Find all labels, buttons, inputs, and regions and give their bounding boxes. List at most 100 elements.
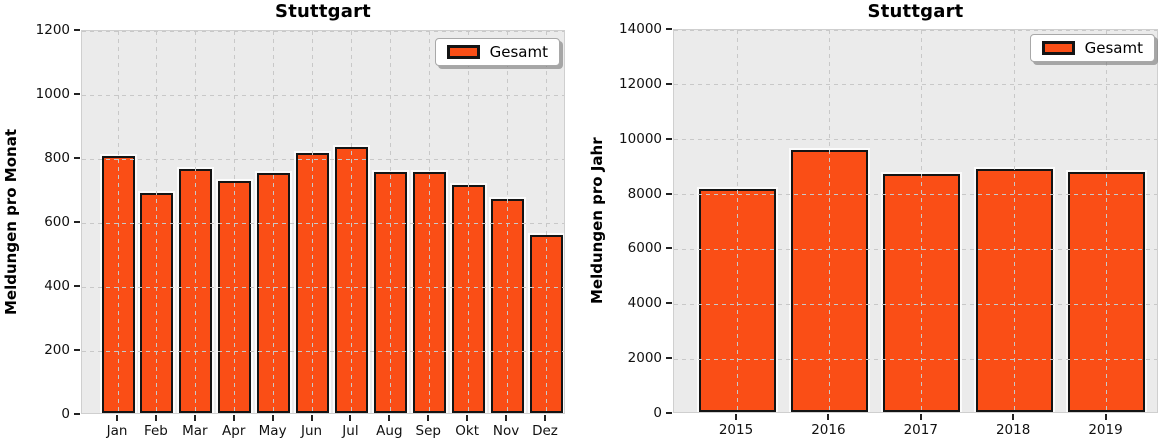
x-tick xyxy=(1012,414,1015,420)
x-tick-label: 2015 xyxy=(718,422,754,438)
legend-label: Gesamt xyxy=(489,43,548,61)
gridline-v xyxy=(828,30,830,412)
gridline-v xyxy=(428,31,430,413)
chart-title: Stuttgart xyxy=(275,1,371,22)
legend: Gesamt xyxy=(1029,34,1155,62)
y-tick xyxy=(666,247,672,250)
x-tick xyxy=(735,414,737,420)
y-tick-label: 4000 xyxy=(627,295,662,312)
legend-swatch-icon xyxy=(446,45,480,59)
gridline-v xyxy=(1013,30,1015,412)
x-tick xyxy=(827,414,830,420)
gridline-h xyxy=(82,94,564,96)
x-tick xyxy=(193,415,196,421)
y-tick-label: 1000 xyxy=(35,86,70,102)
gridline-v xyxy=(921,30,923,412)
x-tick xyxy=(310,415,313,421)
gridline-h xyxy=(674,139,1157,141)
gridline-v xyxy=(1106,30,1107,412)
gridline-h xyxy=(82,222,564,224)
y-tick-label: 600 xyxy=(44,214,70,230)
x-tick xyxy=(919,414,922,420)
y-tick xyxy=(74,285,80,287)
x-tick-label: Nov xyxy=(492,423,520,439)
x-tick-label: Jun xyxy=(300,423,323,439)
gridline-h xyxy=(674,358,1157,360)
x-tick-label: Aug xyxy=(376,423,403,439)
plot-area xyxy=(673,29,1158,413)
gridline-h xyxy=(674,248,1157,250)
gridline-v xyxy=(736,30,738,412)
y-tick xyxy=(666,412,672,414)
y-tick-label: 200 xyxy=(44,342,70,358)
x-tick-label: Jan xyxy=(106,423,128,439)
y-tick-label: 6000 xyxy=(627,240,662,257)
gridline-v xyxy=(506,31,508,413)
gridline-v xyxy=(350,31,352,413)
y-tick xyxy=(666,82,672,85)
y-tick-label: 0 xyxy=(653,405,662,421)
y-tick-label: 400 xyxy=(44,278,70,294)
legend: Gesamt xyxy=(434,38,560,66)
legend-label: Gesamt xyxy=(1084,39,1143,57)
gridline-v xyxy=(545,31,547,413)
gridline-h xyxy=(674,30,1157,31)
x-tick-label: Sep xyxy=(415,423,441,439)
gridline-h xyxy=(82,350,564,352)
y-tick xyxy=(74,349,80,351)
x-tick-label: Okt xyxy=(455,423,480,439)
x-tick-label: 2018 xyxy=(995,422,1031,438)
x-tick xyxy=(1104,414,1107,420)
x-tick xyxy=(505,415,508,421)
x-tick-label: 2017 xyxy=(903,422,938,438)
y-tick xyxy=(74,157,80,159)
x-tick xyxy=(544,415,546,421)
chart-title: Stuttgart xyxy=(867,1,964,22)
y-tick xyxy=(666,192,672,195)
gridline-h xyxy=(674,303,1157,305)
y-tick-label: 12000 xyxy=(619,75,662,92)
x-tick-label: May xyxy=(258,423,287,439)
x-tick-label: 2016 xyxy=(811,422,846,438)
y-tick xyxy=(666,28,672,30)
x-tick xyxy=(466,415,469,421)
gridline-h xyxy=(82,286,564,288)
y-axis-label: Meldungen pro Jahr xyxy=(588,137,606,305)
y-tick-label: 14000 xyxy=(619,21,662,37)
x-tick xyxy=(232,415,235,421)
x-tick-label: Dez xyxy=(532,423,558,439)
y-tick xyxy=(74,413,80,415)
x-tick-label: Jul xyxy=(342,423,359,439)
y-tick-label: 10000 xyxy=(619,130,662,147)
x-tick xyxy=(349,415,352,421)
plot-area xyxy=(81,30,565,414)
x-tick xyxy=(116,415,118,421)
x-tick xyxy=(271,415,274,421)
gridline-h xyxy=(82,158,564,160)
y-tick-label: 800 xyxy=(44,150,70,166)
x-tick xyxy=(427,415,430,421)
gridline-v xyxy=(312,31,314,413)
gridline-h xyxy=(674,84,1157,86)
y-tick xyxy=(74,221,80,223)
y-tick-label: 0 xyxy=(61,406,70,422)
x-tick-label: Apr xyxy=(222,423,246,439)
y-tick xyxy=(74,29,80,31)
gridline-v xyxy=(195,31,197,413)
gridline-v xyxy=(467,31,469,413)
gridline-h xyxy=(82,31,564,32)
x-tick xyxy=(154,415,157,421)
legend-swatch-icon xyxy=(1041,41,1075,55)
y-tick xyxy=(666,302,672,305)
y-tick-label: 2000 xyxy=(627,350,662,367)
y-tick xyxy=(666,137,672,140)
x-tick-label: 2019 xyxy=(1088,422,1123,438)
x-tick-label: Feb xyxy=(143,423,168,439)
y-tick-label: 1200 xyxy=(35,22,70,38)
x-tick xyxy=(388,415,391,421)
gridline-v xyxy=(389,31,391,413)
gridline-v xyxy=(117,31,119,413)
